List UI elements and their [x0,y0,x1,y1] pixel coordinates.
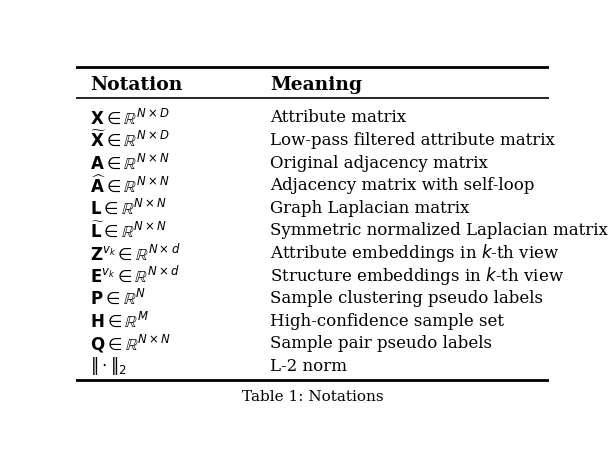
Text: $\mathbf{X} \in \mathbb{R}^{N \times D}$: $\mathbf{X} \in \mathbb{R}^{N \times D}$ [90,108,170,127]
Text: $\mathbf{P} \in \mathbb{R}^{N}$: $\mathbf{P} \in \mathbb{R}^{N}$ [90,288,146,308]
Text: Adjacency matrix with self-loop: Adjacency matrix with self-loop [270,177,534,194]
Text: L-2 norm: L-2 norm [270,357,347,374]
Text: Graph Laplacian matrix: Graph Laplacian matrix [270,199,470,216]
Text: Attribute matrix: Attribute matrix [270,109,406,126]
Text: High-confidence sample set: High-confidence sample set [270,312,504,329]
Text: Original adjacency matrix: Original adjacency matrix [270,154,488,171]
Text: Meaning: Meaning [270,76,362,94]
Text: Structure embeddings in $k$-th view: Structure embeddings in $k$-th view [270,264,564,286]
Text: $\mathbf{Q} \in \mathbb{R}^{N \times N}$: $\mathbf{Q} \in \mathbb{R}^{N \times N}$ [90,332,171,354]
Text: Notation: Notation [90,76,183,94]
Text: Sample pair pseudo labels: Sample pair pseudo labels [270,335,492,352]
Text: $\widetilde{\mathbf{L}} \in \mathbb{R}^{N \times N}$: $\widetilde{\mathbf{L}} \in \mathbb{R}^{… [90,220,168,240]
Text: $\widetilde{\mathbf{X}} \in \mathbb{R}^{N \times D}$: $\widetilde{\mathbf{X}} \in \mathbb{R}^{… [90,130,170,150]
Text: Attribute embeddings in $k$-th view: Attribute embeddings in $k$-th view [270,242,559,264]
Text: $\widehat{\mathbf{A}} \in \mathbb{R}^{N \times N}$: $\widehat{\mathbf{A}} \in \mathbb{R}^{N … [90,174,170,196]
Text: Sample clustering pseudo labels: Sample clustering pseudo labels [270,289,543,306]
Text: Symmetric normalized Laplacian matrix: Symmetric normalized Laplacian matrix [270,222,608,239]
Text: $\mathbf{E}^{v_k} \in \mathbb{R}^{N \times d}$: $\mathbf{E}^{v_k} \in \mathbb{R}^{N \tim… [90,265,180,285]
Text: $\mathbf{L} \in \mathbb{R}^{N \times N}$: $\mathbf{L} \in \mathbb{R}^{N \times N}$ [90,198,168,218]
Text: $\mathbf{Z}^{v_k} \in \mathbb{R}^{N \times d}$: $\mathbf{Z}^{v_k} \in \mathbb{R}^{N \tim… [90,243,181,263]
Text: Low-pass filtered attribute matrix: Low-pass filtered attribute matrix [270,132,555,149]
Text: $\mathbf{A} \in \mathbb{R}^{N \times N}$: $\mathbf{A} \in \mathbb{R}^{N \times N}$ [90,153,170,172]
Text: $\mathbf{H} \in \mathbb{R}^{M}$: $\mathbf{H} \in \mathbb{R}^{M}$ [90,311,149,330]
Text: Table 1: Notations: Table 1: Notations [242,389,384,403]
Text: $\|\cdot\|_2$: $\|\cdot\|_2$ [90,354,127,376]
